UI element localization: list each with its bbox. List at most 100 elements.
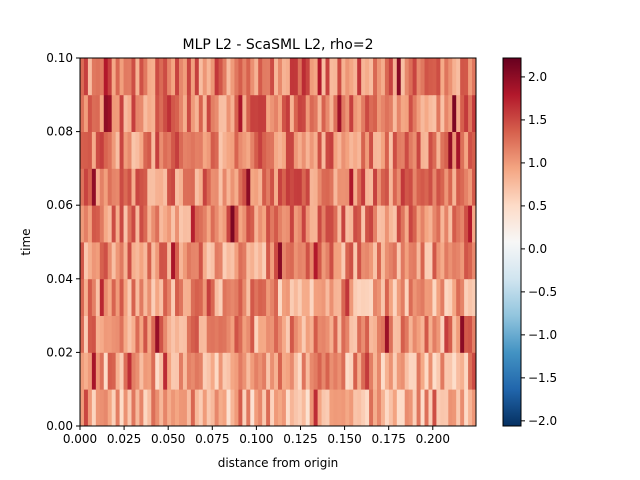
heatmap-cell <box>194 315 200 353</box>
heatmap-cell <box>297 58 303 96</box>
heatmap-cell <box>135 205 140 243</box>
heatmap-cell <box>119 242 124 280</box>
heatmap-cell <box>321 315 326 353</box>
heatmap-cell <box>313 205 318 243</box>
y-tick-label: 0.06 <box>46 198 73 212</box>
heatmap-cell <box>297 205 303 243</box>
heatmap-cell <box>226 205 231 243</box>
heatmap-cell <box>99 205 105 243</box>
heatmap-cell <box>341 58 346 96</box>
heatmap-cell <box>377 131 382 169</box>
heatmap-cell <box>151 352 156 390</box>
x-tick-label: 0.200 <box>416 432 450 446</box>
heatmap-cell <box>305 315 311 353</box>
heatmap-cell <box>444 242 449 280</box>
heatmap-cell <box>448 205 453 243</box>
heatmap-cell <box>373 94 378 132</box>
heatmap-cell <box>151 315 156 353</box>
heatmap-cell <box>95 242 101 280</box>
heatmap-cell <box>83 352 89 390</box>
heatmap-cell <box>349 58 354 96</box>
heatmap-cell <box>408 94 414 132</box>
heatmap-cell <box>222 389 227 426</box>
heatmap-cell <box>242 168 247 206</box>
heatmap-cell <box>242 389 247 426</box>
heatmap-cell <box>373 352 378 390</box>
heatmap-cell <box>115 168 120 206</box>
heatmap-cell <box>424 168 429 206</box>
heatmap-cell <box>182 242 188 280</box>
heatmap-cell <box>349 242 354 280</box>
heatmap-cell <box>107 58 113 96</box>
heatmap-cell <box>337 389 342 426</box>
heatmap-cell <box>83 94 89 132</box>
heatmap-cell <box>159 58 164 96</box>
heatmap-cell <box>131 131 136 169</box>
heatmap-cell <box>468 278 473 316</box>
heatmap-cell <box>175 389 180 426</box>
heatmap-cell <box>424 278 429 316</box>
heatmap-cell <box>214 242 219 280</box>
heatmap-cell <box>206 315 212 353</box>
heatmap-cell <box>440 352 445 390</box>
heatmap-cell <box>254 315 259 353</box>
heatmap-cell <box>127 242 132 280</box>
heatmap-cell <box>384 168 390 206</box>
heatmap-cell <box>337 205 342 243</box>
heatmap-cell <box>388 94 394 132</box>
heatmap-cell <box>380 278 386 316</box>
heatmap-cell <box>214 94 219 132</box>
heatmap-cell <box>186 131 192 169</box>
heatmap-cell <box>432 94 437 132</box>
heatmap-cell <box>151 205 156 243</box>
heatmap-cell <box>91 131 97 169</box>
heatmap-cell <box>131 168 136 206</box>
heatmap-cell <box>317 205 322 243</box>
heatmap-cell <box>111 389 117 426</box>
heatmap-cell <box>424 389 429 426</box>
heatmap-cell <box>250 94 255 132</box>
heatmap-cell <box>222 278 227 316</box>
heatmap-cell <box>305 168 311 206</box>
heatmap-cell <box>91 58 97 96</box>
heatmap-cell <box>179 205 184 243</box>
heatmap-cell <box>103 131 109 169</box>
heatmap-cell <box>234 315 239 353</box>
heatmap-cell <box>234 168 239 206</box>
heatmap-cell <box>186 58 192 96</box>
heatmap-cell <box>131 242 136 280</box>
heatmap-cell <box>266 278 271 316</box>
heatmap-cell <box>456 389 461 426</box>
heatmap-cell <box>80 242 85 280</box>
heatmap-cell <box>309 205 315 243</box>
heatmap-cell <box>321 352 326 390</box>
heatmap-cell <box>83 168 89 206</box>
heatmap-cell <box>448 389 453 426</box>
heatmap-cell <box>472 389 476 426</box>
heatmap-cell <box>135 168 140 206</box>
heatmap-cell <box>234 205 239 243</box>
heatmap-cell <box>424 352 429 390</box>
heatmap-cell <box>305 94 311 132</box>
heatmap-cell <box>151 94 156 132</box>
heatmap-cell <box>123 58 128 96</box>
heatmap-cell <box>301 352 307 390</box>
heatmap-cell <box>377 94 382 132</box>
heatmap-cell <box>83 205 89 243</box>
colorbar-tick-label: −0.5 <box>528 285 557 299</box>
heatmap-cell <box>313 168 318 206</box>
heatmap-cell <box>357 315 362 353</box>
heatmap-cell <box>472 94 476 132</box>
heatmap-cell <box>258 389 263 426</box>
heatmap-cell <box>147 278 152 316</box>
heatmap-cell <box>238 58 243 96</box>
heatmap-cell <box>357 94 362 132</box>
heatmap-cell <box>270 131 275 169</box>
heatmap-cell <box>95 58 101 96</box>
heatmap-cell <box>345 242 350 280</box>
heatmap-cell <box>155 94 160 132</box>
heatmap-cell <box>80 278 85 316</box>
heatmap-cell <box>464 242 469 280</box>
heatmap-cell <box>123 352 128 390</box>
x-tick-label: 0.000 <box>63 432 97 446</box>
